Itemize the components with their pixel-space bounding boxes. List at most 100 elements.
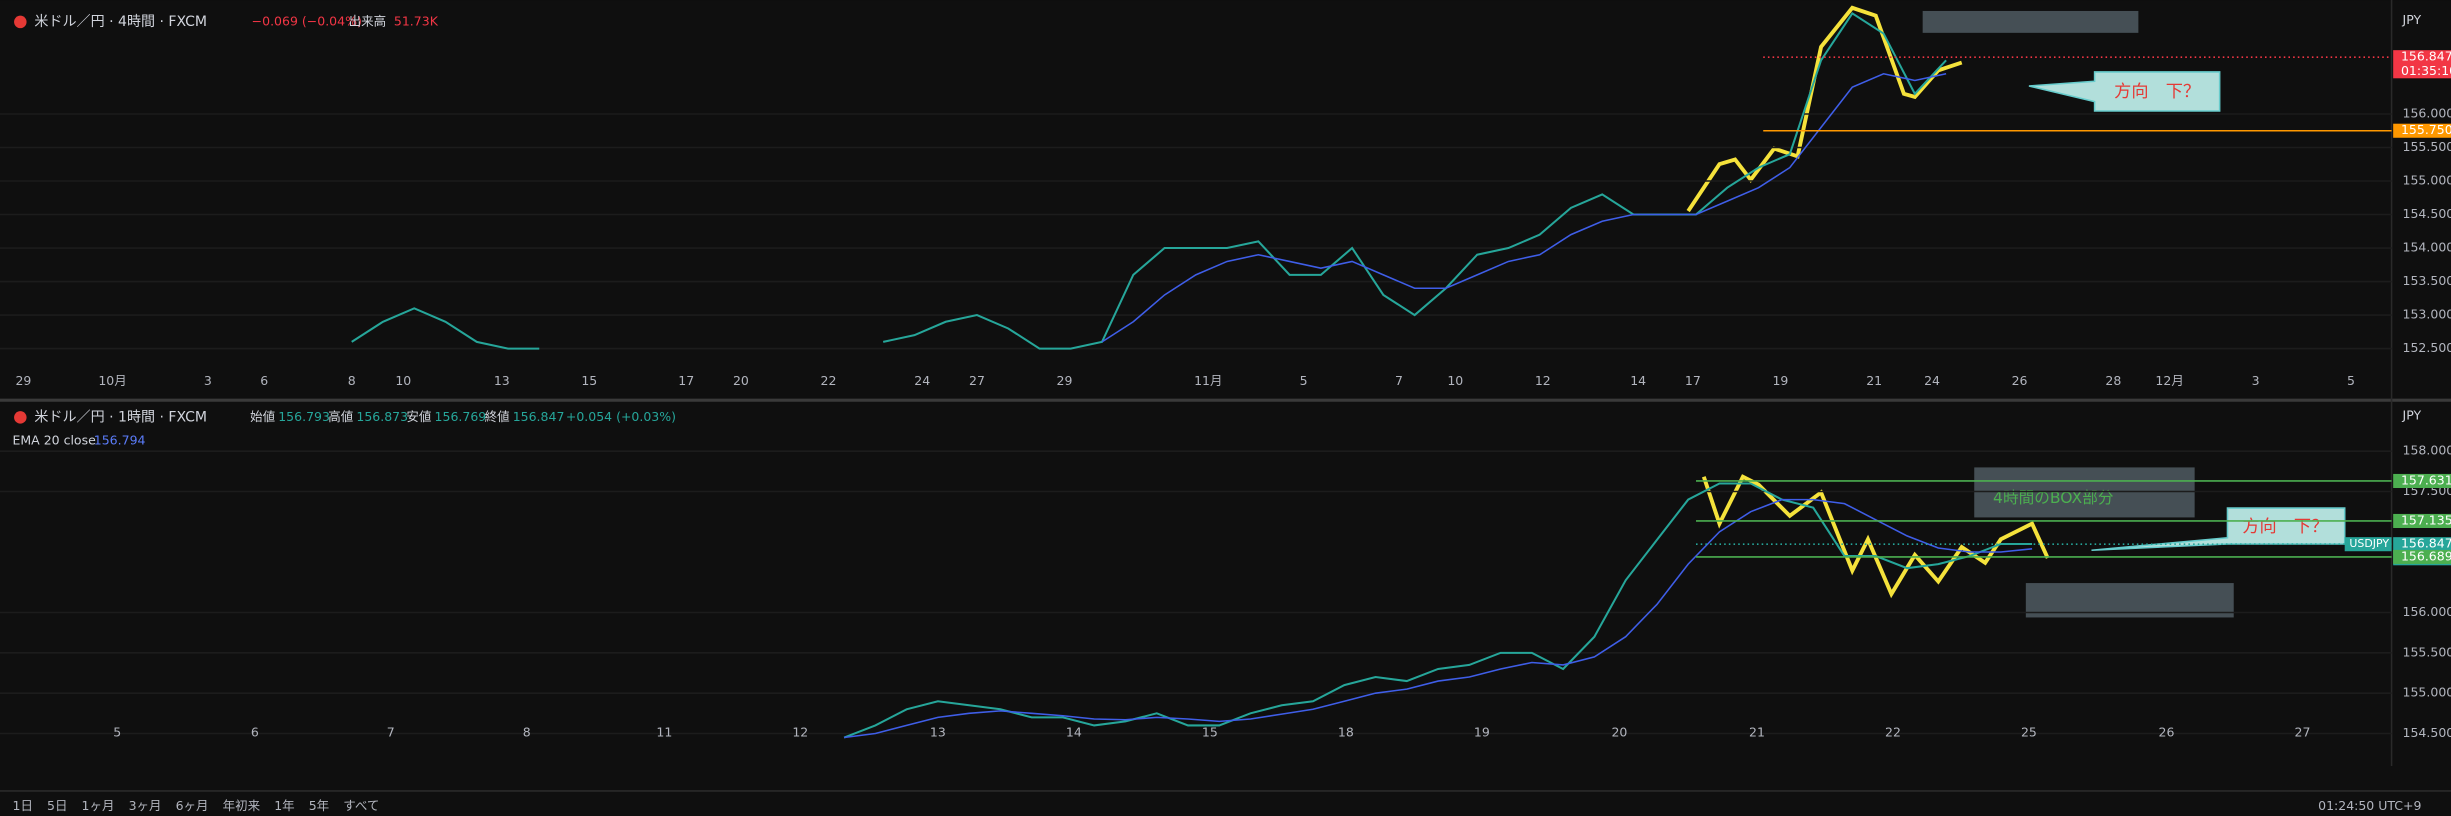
range-button[interactable]: 1年: [274, 798, 294, 813]
x-tick-label: 10月: [98, 373, 126, 388]
callout-text: 方向 下？: [2114, 82, 2200, 102]
ema-line: [1101, 72, 1947, 343]
range-button[interactable]: 5年: [309, 798, 329, 813]
trend-drawing: [1686, 5, 1963, 213]
x-tick-label: 26: [2012, 373, 2028, 388]
price-tag: [2393, 50, 2451, 79]
box-label: 4時間のBOX部分: [1993, 488, 2114, 507]
x-tick-label: 20: [733, 373, 749, 388]
x-tick-label: 11: [656, 725, 672, 740]
range-button[interactable]: 6ヶ月: [176, 798, 209, 813]
x-tick-label: 12月: [2155, 373, 2183, 388]
x-tick-label: 18: [1338, 725, 1354, 740]
x-tick-label: 24: [1924, 373, 1940, 388]
x-tick-label: 29: [15, 373, 31, 388]
box-drawing: [1922, 10, 2139, 33]
box-drawing: [1974, 467, 2195, 518]
close-line: [843, 482, 2033, 739]
x-tick-label: 22: [821, 373, 837, 388]
range-button[interactable]: すべて: [343, 798, 379, 813]
x-tick-label: 3: [2252, 373, 2260, 388]
range-button[interactable]: 1ヶ月: [82, 798, 115, 813]
x-tick-label: 15: [1202, 725, 1218, 740]
high: 156.873: [356, 409, 408, 424]
y-tick-label: 155.000: [2403, 685, 2451, 700]
price-tag-label: 157.135: [2401, 512, 2451, 527]
y-tick-label: 155.500: [2403, 139, 2451, 154]
y-tick-label: 158.000: [2403, 443, 2451, 458]
x-tick-label: 13: [494, 373, 510, 388]
clock: 01:24:50 UTC+9: [2318, 798, 2421, 813]
callout: [2028, 71, 2221, 112]
symbol-title: 米ドル／円 · 1時間 · FXCM: [34, 409, 207, 425]
x-tick-label: 11月: [1194, 373, 1222, 388]
countdown: 01:35:10: [2401, 63, 2451, 78]
x-tick-label: 15: [581, 373, 597, 388]
range-button[interactable]: 年初来: [223, 798, 261, 813]
x-tick-label: 5: [1300, 373, 1308, 388]
x-tick-label: 13: [930, 725, 946, 740]
x-tick-label: 25: [2021, 725, 2037, 740]
x-tick-label: 28: [2105, 373, 2121, 388]
x-tick-label: 19: [1474, 725, 1490, 740]
x-tick-label: 27: [969, 373, 985, 388]
open-label: 始値: [250, 409, 275, 424]
volume-label: 出来高: [349, 13, 387, 28]
x-tick-label: 19: [1772, 373, 1788, 388]
y-tick-label: 153.500: [2403, 273, 2451, 288]
ema-line: [843, 498, 2033, 739]
y-tick-label: 153.000: [2403, 307, 2451, 322]
x-tick-label: 6: [260, 373, 268, 388]
price-tag-label: 156.847: [2401, 49, 2451, 64]
volume: 51.73K: [394, 13, 439, 28]
low: 156.769: [435, 409, 487, 424]
y-tick-label: 155.500: [2403, 644, 2451, 659]
close-label: 終値: [485, 409, 510, 424]
high-label: 高値: [328, 409, 353, 424]
x-tick-label: 22: [1885, 725, 1901, 740]
y-tick-label: 154.500: [2403, 725, 2451, 740]
x-tick-label: 14: [1066, 725, 1082, 740]
x-tick-label: 24: [914, 373, 930, 388]
close: 156.847: [513, 409, 565, 424]
range-button[interactable]: 1日: [13, 798, 33, 813]
x-tick-label: 10: [395, 373, 411, 388]
x-tick-label: 17: [1685, 373, 1701, 388]
y-tick-label: 156.000: [2403, 604, 2451, 619]
x-tick-label: 21: [1866, 373, 1882, 388]
x-tick-label: 29: [1057, 373, 1073, 388]
x-tick-label: 3: [204, 373, 212, 388]
x-tick-label: 17: [678, 373, 694, 388]
x-tick-label: 7: [387, 725, 395, 740]
range-button[interactable]: 5日: [47, 798, 67, 813]
y-tick-label: 154.000: [2403, 240, 2451, 255]
x-tick-label: 26: [2159, 725, 2175, 740]
close-line: [351, 12, 1947, 350]
symbol-tag: [2344, 537, 2392, 552]
x-tick-label: 12: [792, 725, 808, 740]
x-tick-label: 7: [1395, 373, 1403, 388]
price-tag-label: 156.689: [2401, 548, 2451, 563]
x-tick-label: 20: [1611, 725, 1627, 740]
x-tick-label: 27: [2295, 725, 2311, 740]
y-tick-label: 155.000: [2403, 173, 2451, 188]
currency[interactable]: JPY: [2402, 12, 2422, 27]
y-tick-label: 156.000: [2403, 105, 2451, 120]
currency[interactable]: JPY: [2402, 407, 2422, 422]
change: +0.054 (+0.03%): [566, 409, 676, 424]
price-tag-label: 155.750: [2401, 122, 2451, 137]
price-tag: [2393, 513, 2451, 529]
y-tick-label: 154.500: [2403, 206, 2451, 221]
x-tick-label: 5: [2347, 373, 2355, 388]
symbol-icon: [14, 411, 27, 424]
range-button[interactable]: 3ヶ月: [129, 798, 162, 813]
price-tag: [2393, 123, 2451, 138]
change: −0.069 (−0.04%): [252, 13, 362, 28]
x-tick-label: 12: [1535, 373, 1551, 388]
price-tag-label: 157.631: [2401, 472, 2451, 487]
ema-label: EMA 20 close: [13, 432, 97, 447]
x-tick-label: 21: [1749, 725, 1765, 740]
x-tick-label: 5: [113, 725, 121, 740]
